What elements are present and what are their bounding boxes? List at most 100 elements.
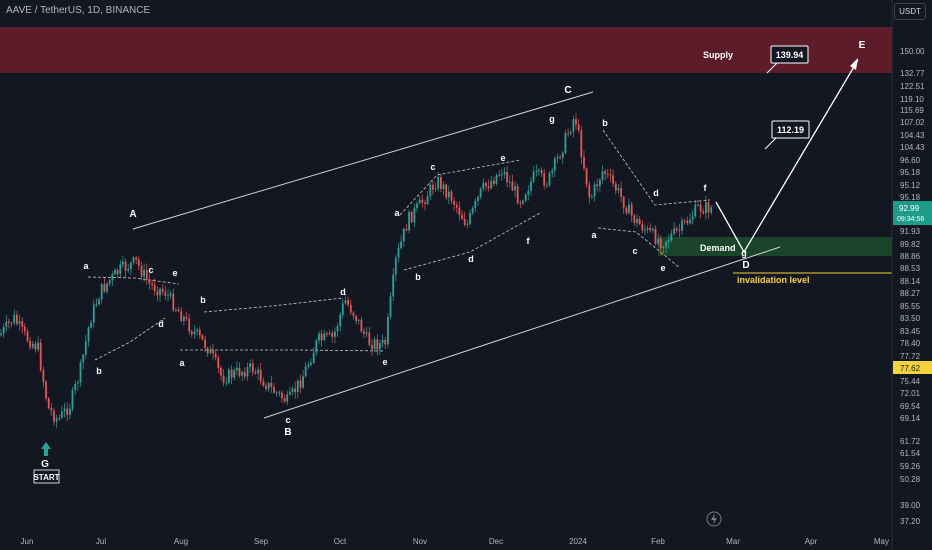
invalidation-label: invalidation level: [737, 275, 810, 285]
countdown-label: 09:34:56: [897, 216, 924, 223]
candle-body-166: [440, 177, 442, 189]
wave-struct-2-top: [203, 297, 344, 313]
candle-body-78: [206, 348, 209, 354]
candle-body-148: [392, 274, 395, 297]
candle-body-27: [71, 389, 74, 409]
candle-body-112: [296, 380, 299, 393]
candle-body-83: [220, 367, 222, 376]
candle-body-18: [47, 398, 50, 409]
candle-body-11: [29, 340, 31, 348]
candle-body-143: [379, 342, 381, 350]
candle-body-6: [16, 314, 18, 324]
candle-body-64: [169, 293, 172, 296]
minor-wave-label-5: b: [200, 295, 206, 305]
candle-body-262: [694, 204, 697, 217]
candle-body-144: [381, 340, 384, 343]
candle-body-263: [697, 204, 699, 206]
candle-body-98: [259, 369, 262, 382]
candle-body-60: [159, 288, 161, 296]
candle-body-246: [652, 228, 654, 231]
candle-body-224: [593, 184, 596, 197]
candle-body-113: [299, 380, 302, 388]
candle-body-56: [148, 279, 151, 284]
minor-wave-label-23: g: [741, 248, 747, 258]
candle-body-21: [55, 418, 58, 422]
candle-body-231: [612, 175, 614, 184]
price-tick-7: 104.43: [900, 143, 925, 152]
candle-body-101: [267, 382, 270, 389]
candle-body-13: [34, 343, 37, 350]
candle-body-96: [254, 372, 257, 374]
candle-body-79: [209, 349, 212, 354]
candle-body-160: [424, 202, 426, 204]
candle-body-131: [347, 300, 349, 305]
candle-body-179: [474, 200, 477, 209]
candle-body-207: [548, 173, 551, 186]
minor-wave-label-4: e: [172, 268, 177, 278]
minor-wave-label-18: a: [591, 230, 597, 240]
candle-body-8: [21, 321, 24, 327]
candle-body-167: [442, 184, 445, 189]
candle-body-117: [310, 362, 312, 365]
chart-title: AAVE / TetherUS, 1D, BINANCE: [6, 5, 151, 16]
candle-body-58: [153, 284, 156, 292]
candle-body-176: [466, 223, 469, 225]
candle-body-266: [705, 202, 707, 214]
candle-body-103: [273, 386, 275, 393]
candle-body-182: [482, 183, 485, 189]
candle-body-226: [599, 179, 601, 187]
price-tick-9: 95.18: [900, 168, 921, 177]
candle-body-247: [654, 228, 657, 244]
candle-body-106: [281, 392, 283, 399]
candle-body-9: [23, 326, 26, 332]
candle-body-250: [662, 246, 665, 248]
candle-body-196: [519, 203, 522, 204]
candle-body-209: [553, 158, 556, 171]
candle-body-203: [538, 170, 540, 172]
candle-body-53: [140, 265, 143, 277]
candle-body-265: [702, 211, 705, 214]
candle-body-48: [127, 268, 130, 271]
candle-body-92: [243, 372, 246, 377]
price-tick-26: 69.54: [900, 402, 921, 411]
candle-body-100: [265, 385, 267, 389]
price-tick-32: 39.00: [900, 501, 921, 510]
candle-body-235: [622, 197, 625, 209]
candle-body-120: [318, 333, 320, 341]
wave-struct-4-top: [602, 129, 711, 206]
candle-body-233: [617, 188, 620, 191]
candle-body-134: [355, 315, 357, 321]
candle-body-199: [527, 190, 530, 195]
candle-body-122: [323, 333, 326, 340]
candle-body-195: [516, 186, 519, 203]
major-wave-label-g: G: [41, 459, 49, 470]
candle-body-245: [649, 227, 652, 231]
candle-body-204: [540, 170, 543, 174]
major-wave-label-c: C: [564, 85, 571, 96]
candle-body-15: [39, 342, 42, 370]
candle-body-102: [270, 382, 273, 387]
candle-body-54: [143, 270, 145, 277]
candle-body-14: [37, 342, 39, 350]
candle-body-221: [585, 168, 588, 185]
candle-body-154: [408, 211, 410, 231]
time-tick-10: Apr: [805, 537, 818, 546]
candle-body-72: [190, 331, 193, 335]
price-tick-22: 77.72: [900, 352, 921, 361]
candle-body-228: [604, 171, 607, 175]
candle-body-156: [413, 208, 416, 223]
candle-body-137: [363, 331, 365, 334]
candle-body-138: [365, 332, 368, 334]
candle-body-145: [384, 340, 387, 345]
candle-body-119: [315, 340, 318, 353]
candle-body-69: [183, 316, 185, 321]
target-box-1: [770, 45, 809, 64]
candle-body-85: [225, 382, 228, 384]
candle-body-129: [341, 303, 344, 315]
minor-wave-label-12: c: [430, 162, 435, 172]
candle-body-158: [418, 199, 421, 204]
candle-body-211: [559, 156, 561, 158]
channel-upper-line: [132, 91, 594, 230]
currency-button[interactable]: USDT: [894, 3, 926, 20]
